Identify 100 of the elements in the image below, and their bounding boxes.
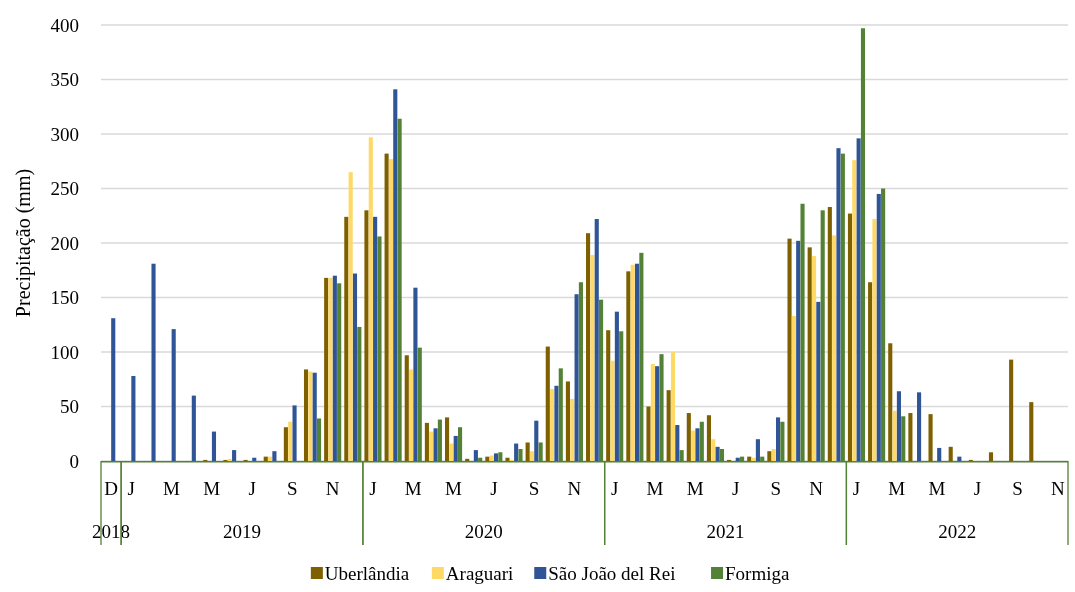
bar [344, 216, 349, 461]
bar [675, 425, 680, 461]
y-tick-label: 250 [50, 178, 79, 200]
x-tick-label: M [888, 478, 906, 499]
bar [453, 435, 458, 461]
y-tick-label: 400 [50, 14, 79, 36]
bar [876, 193, 881, 461]
bar [630, 264, 635, 461]
x-tick-label: N [809, 478, 824, 499]
bar [988, 452, 994, 461]
bar [586, 233, 591, 461]
bar [735, 457, 740, 461]
bar [650, 363, 655, 461]
x-tick-label: J [369, 478, 377, 499]
bar [896, 391, 901, 461]
bar [388, 159, 394, 461]
bar [489, 455, 494, 461]
bar [755, 439, 760, 461]
bar [308, 371, 313, 461]
bar [332, 275, 337, 461]
bar [534, 420, 539, 461]
bar [232, 450, 237, 461]
bar [413, 287, 418, 461]
bar [948, 446, 953, 461]
bar [655, 366, 660, 461]
text: 2022 [938, 521, 977, 542]
bar [292, 405, 297, 461]
x-tick-label: M [445, 478, 463, 499]
bar [570, 398, 575, 461]
y-tick-label: 200 [50, 232, 79, 254]
bar [908, 413, 913, 461]
bar [352, 273, 358, 461]
x-tick-label: M [686, 478, 704, 499]
x-tick-label: J [731, 478, 740, 499]
bar [775, 417, 781, 461]
x-tick-label: D [104, 478, 118, 499]
bar [590, 254, 595, 461]
bar [868, 282, 873, 461]
bar [695, 428, 700, 461]
bar [1029, 402, 1034, 461]
bar [928, 414, 933, 461]
bar [324, 277, 329, 461]
bar [554, 385, 559, 461]
x-tick-label: J [852, 478, 861, 499]
bar [283, 427, 288, 461]
bar [594, 219, 599, 461]
bar [827, 207, 832, 461]
bar [715, 446, 720, 461]
bar [131, 375, 136, 461]
x-tick-label: S [1012, 478, 1023, 499]
text: 2020 [464, 521, 503, 542]
bar [529, 451, 535, 461]
bar [816, 301, 821, 461]
bar [252, 457, 257, 461]
bar [550, 389, 555, 461]
x-tick-label: J [611, 478, 619, 499]
bar [384, 153, 389, 461]
bar [771, 449, 776, 461]
bar [832, 235, 837, 461]
y-tick-label: 0 [69, 450, 79, 472]
y-tick-label: 150 [50, 287, 79, 309]
bar [211, 431, 217, 461]
bar [686, 413, 691, 461]
x-tick-label: N [1051, 478, 1066, 499]
bar [666, 390, 671, 461]
y-tick-label: 100 [50, 341, 79, 363]
bar [303, 369, 309, 461]
bar [626, 271, 631, 461]
bar [852, 160, 857, 461]
bar [191, 395, 196, 461]
y-axis-title: Precipitação (mm) [12, 168, 35, 318]
y-tick-label: 50 [60, 396, 79, 418]
x-tick-label: N [567, 478, 582, 499]
x-tick-label: J [127, 478, 135, 499]
x-tick-label: J [248, 478, 256, 499]
bar [892, 410, 897, 461]
bar [937, 447, 942, 461]
bar [272, 451, 277, 461]
bar [614, 311, 619, 461]
bar [836, 148, 841, 461]
bar [445, 417, 450, 461]
bar [404, 355, 409, 461]
bar [525, 442, 530, 461]
y-tick-label: 300 [50, 123, 79, 145]
bar [856, 138, 861, 461]
bar [424, 422, 429, 461]
bar [888, 343, 893, 461]
legend-label: São João del Rei [548, 563, 676, 584]
bar [917, 392, 922, 461]
bar [691, 430, 696, 461]
bar [606, 330, 611, 461]
bar [670, 352, 676, 461]
x-tick-label: M [404, 478, 422, 499]
x-tick-label: J [490, 478, 498, 499]
bar [429, 431, 434, 461]
bar [706, 415, 712, 461]
bar [373, 216, 378, 461]
bar [796, 240, 801, 461]
bar [791, 316, 796, 461]
legend-label: Formiga [725, 563, 790, 584]
